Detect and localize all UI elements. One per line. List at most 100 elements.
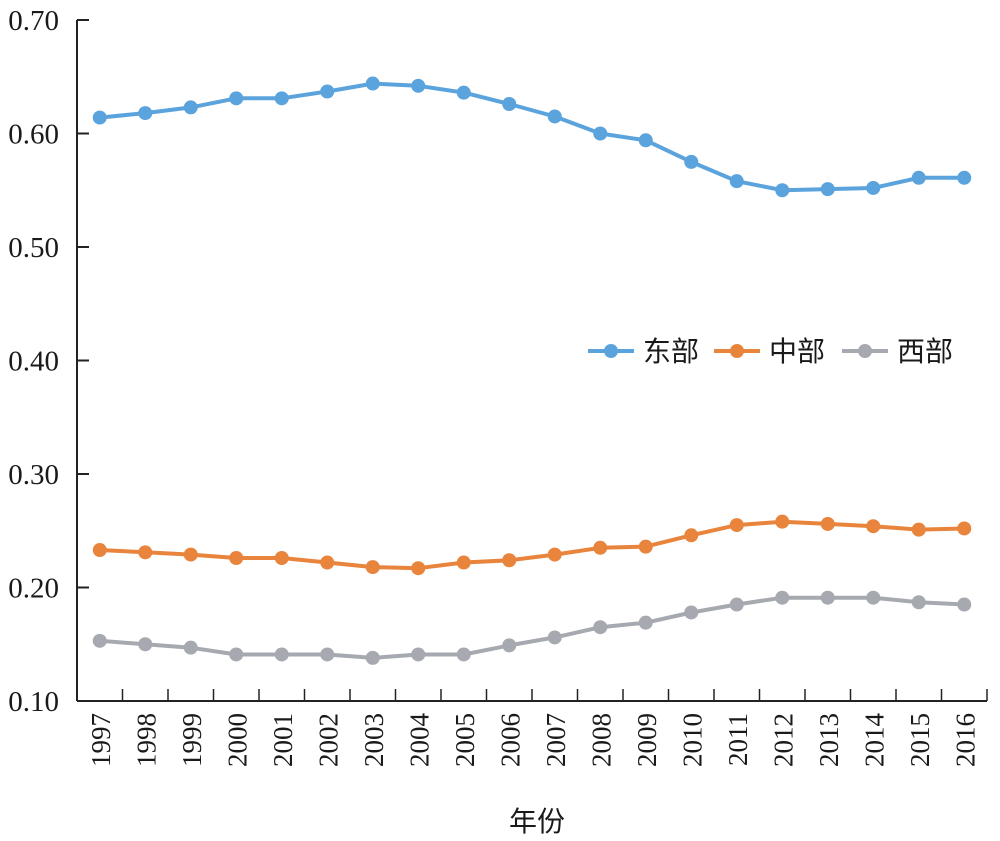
y-tick-label: 0.30 [8,459,59,491]
data-point [365,76,380,91]
data-point [729,597,744,612]
data-point [820,516,835,531]
data-point [320,647,335,662]
x-axis: 1997 1998 1999 2000 2001 2002 2003 2004 2005 2006… [76,689,988,768]
data-point [229,550,244,565]
data-point [502,638,517,653]
data-point [820,182,835,197]
data-point [547,109,562,124]
x-tick-label: 2003 [359,713,389,767]
data-point [183,100,198,115]
x-tick-label: 2007 [541,713,571,767]
data-point [547,630,562,645]
data-point [638,615,653,630]
legend: 东部 中部 西部 [588,335,953,368]
x-tick-label: 2004 [404,713,434,768]
data-point [775,183,790,198]
x-tick-label: 2016 [950,713,980,767]
legend-label: 西部 [897,335,953,368]
y-tick-label: 0.60 [8,119,59,151]
x-tick-label: 2008 [586,713,616,767]
x-tick-label: 1999 [177,713,207,767]
data-point [729,174,744,189]
data-point [638,539,653,554]
data-point [638,133,653,148]
x-tick-label: 2009 [632,713,662,767]
x-tick-label: 2013 [814,713,844,767]
data-point [320,555,335,570]
x-tick-label: 2014 [859,713,889,768]
legend-label: 中部 [769,335,825,368]
data-point [684,528,699,543]
series-line [99,81,965,193]
data-point [456,555,471,570]
data-point [866,180,881,195]
data-point [274,550,289,565]
data-point [320,84,335,99]
legend-marker [858,344,872,358]
x-tick-label: 1997 [86,713,116,767]
x-tick-label: 2011 [723,713,753,766]
legend-item: 东部 [588,335,699,368]
data-point [911,522,926,537]
data-point [229,647,244,662]
data-point [365,650,380,665]
data-point [684,605,699,620]
data-point [866,590,881,605]
data-point [866,519,881,534]
series-1 [92,76,972,198]
data-point [183,547,198,562]
data-point [92,110,107,125]
data-point [957,521,972,536]
data-point [911,170,926,185]
data-point [593,126,608,141]
data-point [911,595,926,610]
data-point [138,106,153,121]
series-3 [92,590,972,665]
y-tick-label: 0.40 [8,346,59,378]
data-point [92,633,107,648]
data-point [775,514,790,529]
data-point [138,545,153,560]
data-point [593,540,608,555]
data-point [365,560,380,575]
legend-label: 东部 [643,335,699,368]
data-point [547,547,562,562]
series-line [99,595,965,660]
data-point [593,620,608,635]
data-point [411,647,426,662]
data-point [957,597,972,612]
series-line [99,519,965,571]
data-point [92,543,107,558]
data-point [411,78,426,93]
x-tick-label: 2015 [905,713,935,767]
data-point [775,590,790,605]
data-point [274,647,289,662]
data-point [456,85,471,100]
legend-marker [604,344,618,358]
x-tick-label: 2002 [313,713,343,767]
x-axis-title: 年份 [509,805,565,838]
x-tick-label: 2006 [495,713,525,767]
series-2 [92,514,972,576]
x-tick-label: 2012 [768,713,798,767]
data-point [411,561,426,576]
legend-item: 西部 [842,335,953,368]
y-tick-label: 0.70 [8,5,59,37]
x-tick-label: 2000 [222,713,252,767]
data-point [456,647,471,662]
y-tick-label: 0.50 [8,232,59,264]
y-tick-label: 0.10 [8,686,59,718]
x-tick-label: 1998 [131,713,161,767]
y-tick-label: 0.20 [8,573,59,605]
legend-item: 中部 [714,335,825,368]
data-point [274,91,289,106]
data-point [502,96,517,111]
data-point [729,518,744,533]
legend-marker [730,344,744,358]
x-tick-label: 2010 [677,713,707,767]
data-point [229,91,244,106]
data-point [138,637,153,652]
x-tick-label: 2005 [450,713,480,767]
